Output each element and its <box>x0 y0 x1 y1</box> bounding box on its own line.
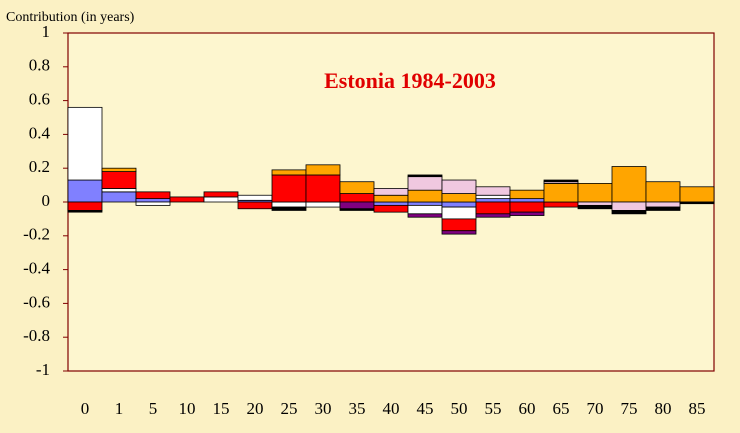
x-tick-label: 45 <box>417 399 434 418</box>
y-tick-label: 1 <box>42 22 51 41</box>
x-tick-label: 5 <box>149 399 158 418</box>
y-tick-label: 0 <box>42 191 51 210</box>
y-tick-label: -0.6 <box>23 292 50 311</box>
x-tick-label: 65 <box>553 399 570 418</box>
bar-segment <box>509 201 545 213</box>
bar-segment <box>475 194 511 200</box>
x-tick-label: 15 <box>213 399 230 418</box>
bar-segment <box>373 188 409 196</box>
y-tick-label: -0.4 <box>23 259 50 278</box>
bar-segment <box>373 201 409 206</box>
bar-segment <box>509 198 545 203</box>
x-tick-label: 25 <box>281 399 298 418</box>
bar-segment <box>577 204 613 210</box>
bar-segment <box>645 201 681 208</box>
y-tick-label: -1 <box>36 360 50 379</box>
bar-segment <box>271 169 307 176</box>
bar-segment <box>101 167 137 172</box>
bar-segment <box>441 201 477 208</box>
y-tick-label: 0.8 <box>29 56 50 75</box>
bar-segment <box>169 196 205 203</box>
bar-segment <box>203 196 239 203</box>
bar-segment <box>407 201 443 206</box>
x-tick-label: 1 <box>115 399 124 418</box>
x-tick-label: 60 <box>519 399 536 418</box>
bar-segment <box>67 106 103 181</box>
bar-segment <box>407 189 443 203</box>
bar-segment <box>441 230 477 235</box>
bar-segment <box>509 211 545 216</box>
y-tick-label: 0.6 <box>29 90 50 109</box>
bar-segment <box>339 201 375 210</box>
y-tick-label: 0.4 <box>29 123 51 142</box>
bar-segment <box>679 186 715 203</box>
bar-segment <box>373 204 409 213</box>
x-tick-label: 35 <box>349 399 366 418</box>
bar-segment <box>101 188 137 193</box>
bar-segment <box>101 171 137 189</box>
bar-segment <box>339 181 375 194</box>
bar-segment <box>271 201 307 208</box>
x-tick-label: 80 <box>655 399 672 418</box>
bar-segment <box>339 193 375 203</box>
x-tick-label: 0 <box>81 399 90 418</box>
bar-segment <box>135 191 171 200</box>
bar-segment <box>407 204 443 215</box>
bar-segment <box>135 198 171 203</box>
bar-segment <box>237 201 273 210</box>
bar-segment <box>305 174 341 203</box>
bar-segment <box>543 201 579 208</box>
bar-segment <box>101 191 137 203</box>
x-tick-label: 30 <box>315 399 332 418</box>
bar-segment <box>441 206 477 220</box>
chart-title: Estonia 1984-2003 <box>324 68 496 93</box>
x-tick-label: 55 <box>485 399 502 418</box>
y-tick-label: -0.8 <box>23 326 50 345</box>
bar-segment <box>645 181 681 203</box>
bar-segment <box>339 208 375 211</box>
bar-segment <box>407 174 443 178</box>
x-tick-label: 70 <box>587 399 604 418</box>
bar-segment <box>475 198 511 203</box>
bar-segment <box>305 201 341 208</box>
bar-segment <box>407 176 443 191</box>
y-tick-label: -0.2 <box>23 225 50 244</box>
bar-segment <box>543 183 579 203</box>
bar-segment <box>67 210 103 213</box>
bar-segment <box>543 179 579 183</box>
bar-segment <box>577 183 613 203</box>
x-tick-label: 20 <box>247 399 264 418</box>
bar-segment <box>611 166 647 203</box>
bar-segment <box>67 201 103 211</box>
bar-segment <box>237 194 273 201</box>
bar-segment <box>509 189 545 200</box>
bar-segment <box>271 206 307 211</box>
x-tick-label: 50 <box>451 399 468 418</box>
bar-segment <box>441 218 477 232</box>
bar-segment <box>271 174 307 203</box>
bar-segment <box>475 201 511 215</box>
x-tick-label: 10 <box>179 399 196 418</box>
bar-segment <box>441 179 477 194</box>
bar-segment <box>475 213 511 218</box>
bar-segment <box>611 201 647 211</box>
bar-segment <box>305 164 341 176</box>
x-tick-label: 85 <box>689 399 706 418</box>
bar-segment <box>611 210 647 215</box>
y-tick-label: 0.2 <box>29 157 50 176</box>
bar-segment <box>645 206 681 211</box>
bar-segment <box>475 186 511 196</box>
bar-segment <box>441 193 477 203</box>
bar-segment <box>67 179 103 203</box>
bar-segment <box>203 191 239 198</box>
bar-segment <box>135 201 171 206</box>
bar-segment <box>679 201 715 205</box>
bar-segment <box>407 213 443 218</box>
x-tick-label: 40 <box>383 399 400 418</box>
bar-segment <box>577 201 613 206</box>
y-axis-label: Contribution (in years) <box>6 10 135 25</box>
x-tick-label: 75 <box>621 399 638 418</box>
bar-segment <box>373 194 409 203</box>
